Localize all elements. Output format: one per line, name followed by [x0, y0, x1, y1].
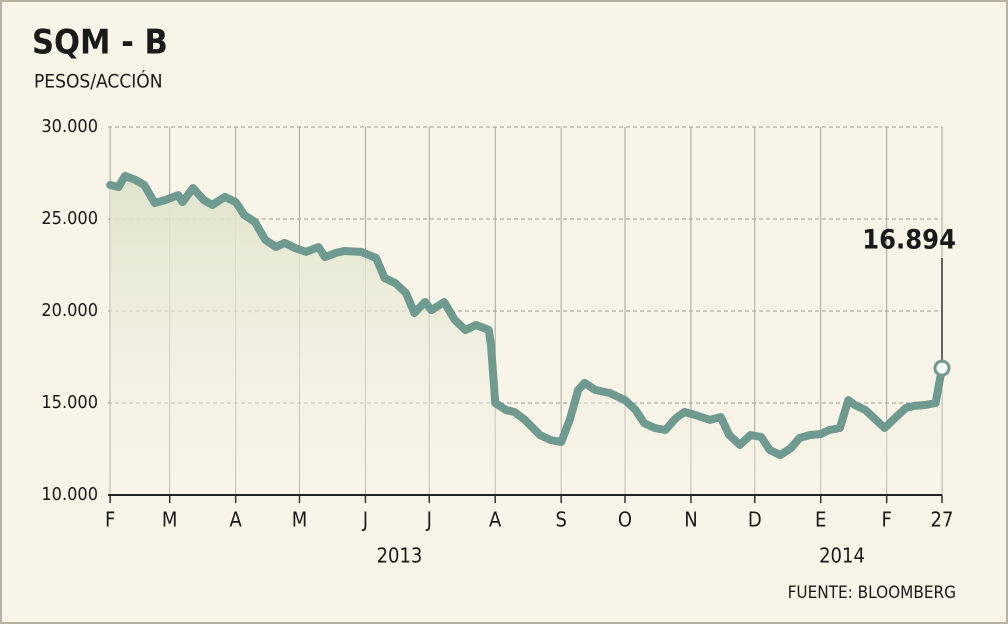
- source: FUENTE: BLOOMBERG: [788, 583, 956, 603]
- y-tick-label: 30.000: [41, 116, 98, 137]
- x-tick-label: D: [748, 508, 762, 532]
- x-tick-label: S: [555, 508, 566, 532]
- y-tick-label: 15.000: [41, 392, 98, 413]
- year-label: 2014: [819, 544, 865, 568]
- x-tick-label: E: [815, 508, 826, 532]
- x-tick-label: F: [882, 508, 892, 532]
- year-label: 2013: [377, 544, 423, 568]
- end-point: [933, 359, 951, 377]
- x-tick-label: 27: [931, 508, 954, 532]
- x-tick-label: M: [292, 508, 308, 532]
- x-tick-label: N: [684, 508, 697, 532]
- x-tick-label: J: [362, 508, 368, 532]
- x-tick-label: M: [162, 508, 178, 532]
- y-tick-label: 20.000: [41, 300, 98, 321]
- y-tick-label: 10.000: [41, 484, 98, 505]
- chart-title: SQM - B: [32, 23, 168, 63]
- x-tick-label: O: [618, 508, 632, 532]
- x-tick-label: F: [105, 508, 115, 532]
- annotation-label: 16.894: [862, 225, 956, 256]
- x-tick-label: J: [426, 508, 432, 532]
- line: [106, 171, 946, 460]
- y-tick-label: 25.000: [41, 208, 98, 229]
- chart-subtitle: PESOS/ACCIÓN: [34, 69, 163, 93]
- x-tick-label: A: [489, 508, 502, 532]
- area: [110, 175, 943, 495]
- x-tick-label: A: [229, 508, 242, 532]
